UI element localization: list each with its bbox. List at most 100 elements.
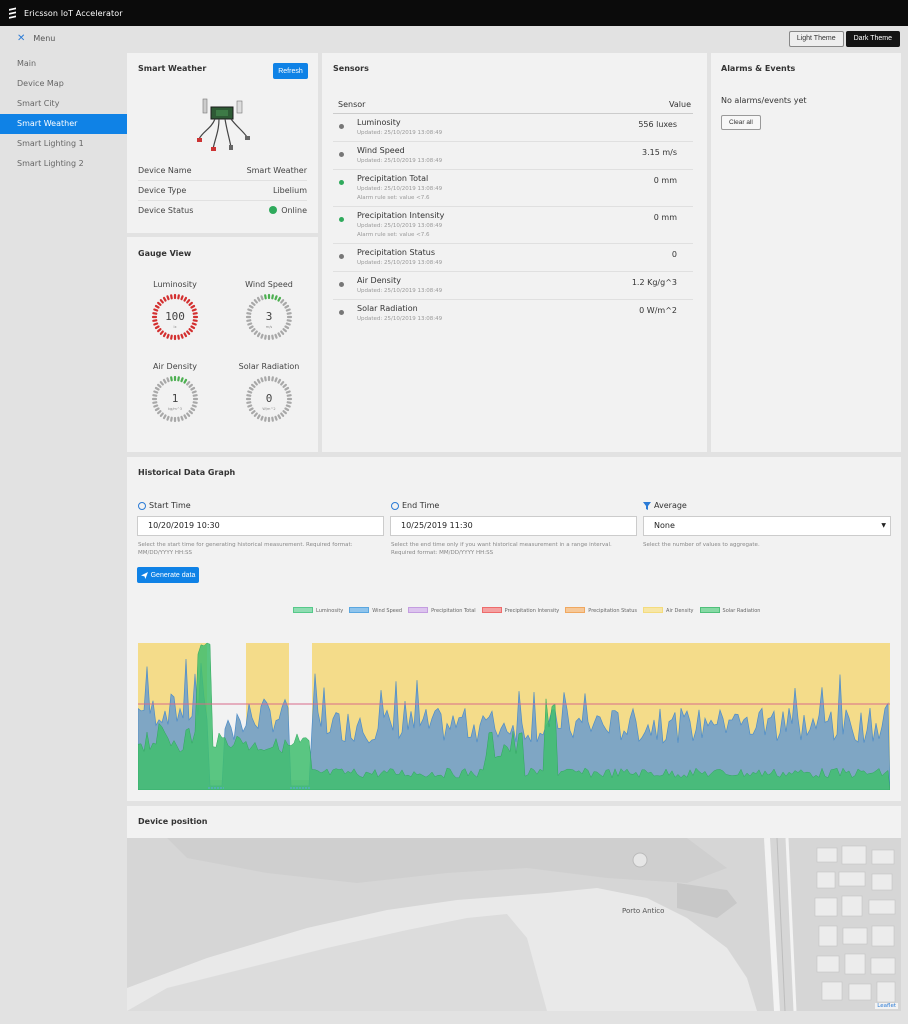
end-time-label-text: End Time — [402, 501, 440, 510]
sensor-name: Precipitation Intensity — [357, 211, 445, 220]
device-status-row: Device Status Online — [138, 201, 307, 221]
gauge-tick — [251, 301, 256, 306]
history-panel-title: Historical Data Graph — [138, 468, 236, 477]
gauge-tick — [166, 295, 170, 301]
clock-icon — [391, 501, 399, 510]
gauge-tick — [154, 386, 160, 391]
device-panel: Smart Weather Refresh Device Name Smart … — [127, 53, 318, 233]
nav-item-smart-city[interactable]: Smart City — [17, 99, 60, 108]
ericsson-logo-icon — [9, 7, 16, 19]
gauge-tick — [264, 334, 267, 340]
legend-item-solar-radiation[interactable]: Solar Radiation — [699, 607, 760, 614]
generate-data-label: Generate data — [150, 571, 196, 579]
legend-item-precipitation-total[interactable]: Precipitation Total — [408, 607, 476, 614]
gauge-tick — [274, 415, 278, 421]
device-status-label: Device Status — [138, 206, 194, 215]
gauge-tick — [157, 328, 162, 333]
gauge-tick — [256, 332, 261, 338]
gauge-wind-speed: 3 m/s — [245, 293, 293, 341]
series-wind-speed — [138, 658, 890, 790]
legend-swatch — [408, 607, 429, 613]
gauge-tick — [191, 308, 197, 312]
gauge-tick — [256, 378, 261, 384]
sensor-value: 0 — [671, 250, 677, 259]
legend-item-luminosity[interactable]: Luminosity — [293, 607, 343, 614]
gauge-tick — [157, 301, 162, 306]
sensor-value: 1.2 Kg/g^3 — [631, 278, 677, 287]
gauge-tick — [183, 378, 188, 384]
gauge-tick — [191, 404, 197, 408]
gauge-tick — [190, 304, 196, 309]
device-status-text: Online — [281, 206, 307, 215]
gauge-luminosity: 100 lx — [151, 293, 199, 341]
gauge-tick — [248, 325, 254, 330]
average-select[interactable]: None ▼ — [643, 516, 891, 536]
clear-all-button[interactable]: Clear all — [721, 115, 761, 130]
sensor-value: 0 mm — [653, 176, 677, 185]
gauge-tick — [271, 334, 274, 340]
sensor-status-icon — [339, 310, 344, 315]
gauge-tick — [183, 332, 188, 338]
start-time-input[interactable]: 10/20/2019 10:30 — [137, 516, 384, 536]
gauge-tick — [251, 328, 256, 333]
device-type-row: Device Type Libelium — [138, 181, 307, 201]
map-place-label: Porto Antico — [622, 907, 664, 915]
legend-swatch — [565, 607, 586, 613]
gauge-unit: kg/m^3 — [168, 407, 182, 411]
legend-label: Luminosity — [316, 608, 344, 614]
sensor-status-icon — [339, 282, 344, 287]
gauge-tick — [271, 294, 274, 300]
gauge-tick — [159, 381, 164, 386]
dark-theme-button[interactable]: Dark Theme — [845, 31, 900, 47]
legend-item-precipitation-intensity[interactable]: Precipitation Intensity — [481, 607, 559, 614]
legend-swatch — [481, 607, 502, 613]
refresh-button[interactable]: Refresh — [273, 63, 308, 79]
gauge-tick — [280, 299, 285, 304]
gauge-panel: Gauge View Luminosity 100 lx Wind Speed 3… — [127, 237, 318, 452]
gauge-tick — [260, 295, 264, 301]
nav-item-main[interactable]: Main — [17, 59, 37, 68]
nav-item-device-map[interactable]: Device Map — [17, 79, 64, 88]
gauge-tick — [248, 304, 254, 309]
dropdown-arrow-icon: ▼ — [881, 522, 886, 529]
light-theme-button[interactable]: Light Theme — [788, 31, 844, 47]
end-time-input[interactable]: 10/25/2019 11:30 — [390, 516, 637, 536]
gauge-tick — [186, 381, 191, 386]
map-attribution[interactable]: Leaflet — [875, 1003, 898, 1009]
gauge-tick — [162, 332, 167, 338]
gauge-value: 3 — [266, 310, 273, 323]
close-icon[interactable]: ✕ — [17, 33, 26, 44]
device-map[interactable]: Porto Antico — [127, 838, 901, 1011]
gauge-tick — [180, 377, 184, 383]
nav-item-smart-weather[interactable]: Smart Weather — [0, 114, 127, 134]
gauge-tick — [282, 410, 287, 415]
gauge-tick — [191, 322, 197, 326]
menu-toggle[interactable]: ✕ Menu — [0, 26, 127, 51]
legend-label: Air Density — [666, 608, 694, 614]
device-status-value: Online — [269, 201, 307, 221]
generate-data-button[interactable]: Generate data — [137, 567, 199, 583]
legend-item-precipitation-status[interactable]: Precipitation Status — [565, 607, 637, 614]
end-time-help: Select the end time only if you want his… — [391, 542, 612, 556]
map-panel-title: Device position — [138, 817, 208, 826]
legend-item-wind-speed[interactable]: Wind Speed — [349, 607, 402, 614]
nav-item-smart-lighting-1[interactable]: Smart Lighting 1 — [17, 139, 84, 148]
gauge-tick — [284, 325, 290, 330]
send-icon — [140, 571, 148, 579]
sensor-value: 0 mm — [653, 213, 677, 222]
alarms-empty-text: No alarms/events yet — [721, 96, 807, 105]
gauge-label-solar-radiation: Solar Radiation — [238, 362, 300, 371]
nav-item-smart-lighting-2[interactable]: Smart Lighting 2 — [17, 159, 84, 168]
gauge-tick — [285, 322, 291, 326]
gauge-tick — [177, 376, 180, 382]
gauge-tick — [247, 308, 253, 312]
sensor-status-icon — [339, 124, 344, 129]
gauge-tick — [153, 404, 159, 408]
gauge-tick — [188, 328, 193, 333]
legend-item-air-density[interactable]: Air Density — [643, 607, 694, 614]
device-name-row: Device Name Smart Weather — [138, 161, 307, 181]
gauge-tick — [166, 415, 170, 421]
gauge-tick — [170, 376, 173, 382]
gauge-tick — [274, 295, 278, 301]
sensors-panel-title: Sensors — [333, 64, 369, 73]
